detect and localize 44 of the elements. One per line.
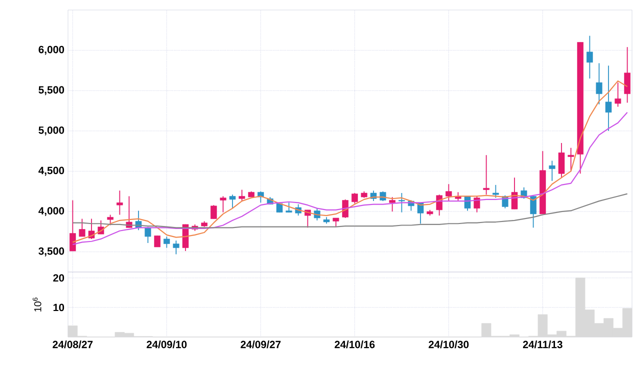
candlestick <box>492 184 499 198</box>
x-tick-label: 24/08/27 <box>52 340 93 348</box>
candlestick <box>605 65 612 132</box>
y-tick-label: 3,500 <box>38 247 64 256</box>
candlestick <box>352 192 358 204</box>
y-axis-title: 10$^{6}$ <box>32 298 42 312</box>
candlestick <box>172 240 180 255</box>
x-tick-label: 24/09/27 <box>240 340 281 348</box>
x-tick-label: 24/09/10 <box>146 340 187 348</box>
candlestick <box>548 160 556 182</box>
y-tick-label: 4,500 <box>38 166 64 176</box>
candlestick <box>154 235 160 248</box>
candlestick <box>446 184 452 202</box>
candlestick <box>70 200 76 252</box>
candlestick <box>238 189 246 202</box>
candlestick <box>78 218 86 237</box>
candlestick <box>398 192 405 213</box>
candlestick <box>586 35 593 79</box>
y-tick-label: 4,000 <box>38 207 64 216</box>
y-tick-label: 20 <box>53 274 64 282</box>
candlestick <box>210 204 217 220</box>
candlestick <box>144 226 152 244</box>
candlestick <box>568 147 574 172</box>
candlestick <box>558 142 565 178</box>
y-tick-label: 10 <box>54 304 64 312</box>
candlestick <box>596 62 602 105</box>
candlestick <box>614 82 622 108</box>
candlestick <box>389 196 396 212</box>
candlestick <box>483 154 490 196</box>
x-tick-label: 24/11/13 <box>522 340 562 348</box>
candlestick <box>164 236 170 248</box>
y-tick-label: 5,000 <box>38 126 64 136</box>
candlestick <box>116 190 123 216</box>
candlestick <box>530 196 536 228</box>
y-tick-label: 5,500 <box>38 86 64 96</box>
x-tick-label: 24/10/30 <box>428 340 469 348</box>
candlestick <box>229 194 236 209</box>
candlestick <box>474 196 480 213</box>
y-tick-label: 6,000 <box>38 46 64 55</box>
candlestick <box>286 202 292 213</box>
candlestick <box>624 46 630 104</box>
candlestick <box>220 196 226 213</box>
candlestick <box>511 177 518 210</box>
x-tick-label: 24/10/16 <box>334 340 375 348</box>
